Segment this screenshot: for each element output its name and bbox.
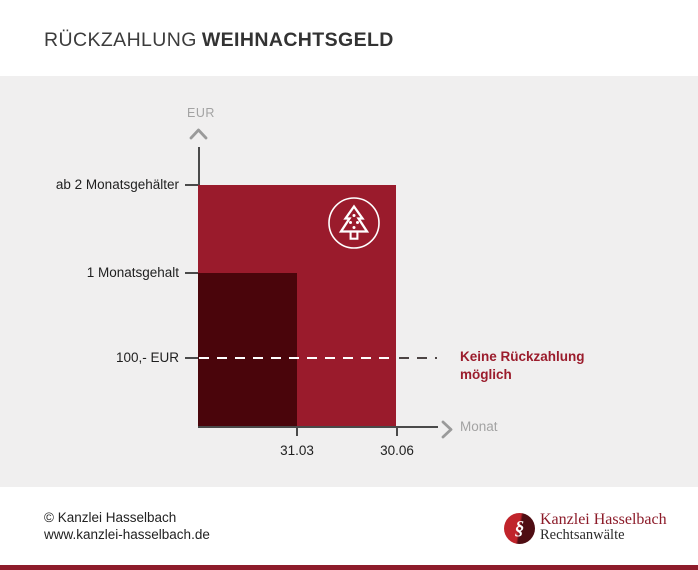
y-tick-label-1-monatsgehalt: 1 Monatsgehalt [86, 265, 179, 280]
paragraph-sign-icon: § [504, 513, 535, 544]
threshold-dashed-line-extension [399, 357, 437, 359]
x-tick-label-30-06: 30.06 [380, 443, 414, 458]
copyright-line: © Kanzlei Hasselbach [44, 510, 177, 525]
threshold-note: Keine Rückzahlung möglich [460, 349, 585, 382]
y-tick-label-100-eur: 100,- EUR [115, 350, 179, 365]
y-axis-title: EUR [187, 106, 215, 120]
x-tick-31-03 [296, 427, 298, 436]
copyright: © Kanzlei Hasselbach www.kanzlei-hasselb… [44, 510, 210, 543]
x-axis-line [198, 426, 438, 428]
y-tick-2-monatsgehaelter [185, 184, 198, 186]
logo-glyph: § [514, 518, 525, 539]
title-regular: RÜCKZAHLUNG [44, 29, 197, 51]
bottom-accent-bar [0, 565, 698, 570]
chevron-up-icon [189, 128, 208, 140]
x-tick-30-06 [396, 427, 398, 436]
page-title: RÜCKZAHLUNG WEIHNACHTSGELD [44, 29, 394, 52]
logo-subtitle: Rechtsanwälte [540, 527, 625, 543]
y-tick-1-monatsgehalt [185, 272, 198, 274]
chart-panel: EUR ab 2 Monatsgehälter 1 Monatsgehalt 1… [0, 76, 698, 487]
y-tick-label-2-monatsgehaelter: ab 2 Monatsgehälter [55, 177, 179, 192]
logo-name: Kanzlei Hasselbach [540, 511, 667, 528]
christmas-tree-icon [328, 197, 380, 249]
y-tick-100-eur [185, 357, 198, 359]
firm-logo: § Kanzlei Hasselbach Rechtsanwälte [504, 511, 667, 544]
chevron-right-icon [441, 420, 453, 439]
x-axis-title: Monat [460, 419, 498, 434]
x-tick-label-31-03: 31.03 [280, 443, 314, 458]
bar-31-03 [198, 273, 297, 426]
title-bold: WEIHNACHTSGELD [201, 29, 394, 51]
logo-text: Kanzlei Hasselbach Rechtsanwälte [540, 511, 667, 543]
website-link[interactable]: www.kanzlei-hasselbach.de [44, 526, 210, 542]
threshold-dashed-line [199, 357, 396, 359]
